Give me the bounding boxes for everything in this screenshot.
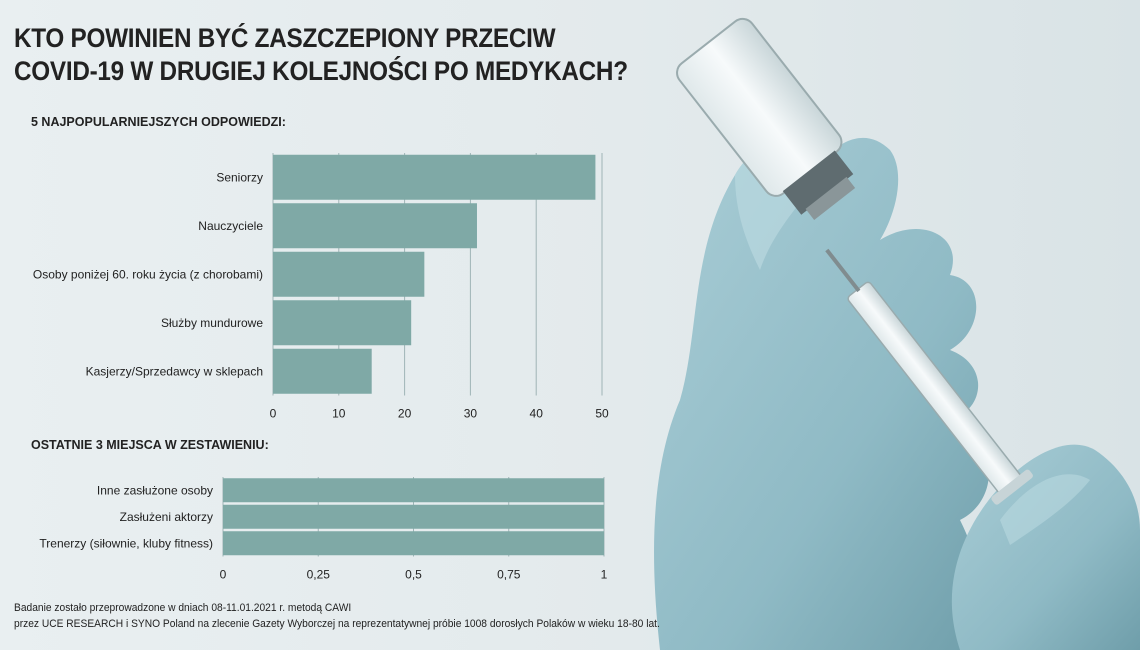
x-tick-label: 0,75: [497, 568, 521, 582]
x-tick-label: 0: [220, 568, 227, 582]
x-tick-label: 10: [332, 407, 346, 421]
category-label: Inne zasłużone osoby: [97, 483, 213, 497]
bar: [223, 478, 604, 503]
footnote: Badanie zostało przeprowadzone w dniach …: [14, 600, 660, 632]
category-label: Kasjerzy/Sprzedawcy w sklepach: [86, 364, 263, 378]
bar: [273, 154, 596, 200]
bar: [273, 348, 372, 394]
x-tick-label: 0: [270, 407, 277, 421]
bar: [273, 251, 425, 297]
section-heading-top5: 5 NAJPOPULARNIEJSZYCH ODPOWIEDZI:: [31, 115, 286, 129]
title-line-1: KTO POWINIEN BYĆ ZASZCZEPIONY PRZECIW: [14, 23, 556, 53]
category-label: Trenerzy (siłownie, kluby fitness): [39, 536, 213, 550]
x-tick-label: 0,5: [405, 568, 422, 582]
x-tick-label: 0,25: [307, 568, 331, 582]
category-label: Osoby poniżej 60. roku życia (z chorobam…: [33, 267, 263, 281]
category-label: Zasłużeni aktorzy: [120, 510, 213, 524]
top5-bar-chart: Seniorzy Nauczyciele Osoby poniżej 60. rok…: [33, 153, 609, 421]
bar: [273, 203, 477, 249]
x-tick-label: 1: [601, 568, 608, 582]
chart-title: KTO POWINIEN BYĆ ZASZCZEPIONY PRZECIW CO…: [14, 22, 628, 88]
x-tick-label: 40: [530, 407, 544, 421]
x-tick-label: 50: [595, 407, 609, 421]
last3-bar-chart: Inne zasłużone osoby Zasłużeni aktorzy Tre…: [39, 477, 608, 582]
section-heading-last3: OSTATNIE 3 MIEJSCA W ZESTAWIENIU:: [31, 438, 269, 452]
bar: [273, 300, 412, 346]
title-line-2: COVID-19 W DRUGIEJ KOLEJNOŚCI PO MEDYKAC…: [14, 56, 628, 86]
category-label: Nauczyciele: [198, 219, 263, 233]
bar: [223, 504, 604, 529]
bar: [223, 531, 604, 556]
x-tick-label: 20: [398, 407, 412, 421]
footnote-line-1: Badanie zostało przeprowadzone w dniach …: [14, 602, 352, 614]
category-label: Seniorzy: [216, 170, 263, 184]
category-label: Służby mundurowe: [161, 316, 263, 330]
footnote-line-2: przez UCE RESEARCH i SYNO Poland na zlec…: [14, 618, 660, 630]
x-tick-label: 30: [464, 407, 478, 421]
